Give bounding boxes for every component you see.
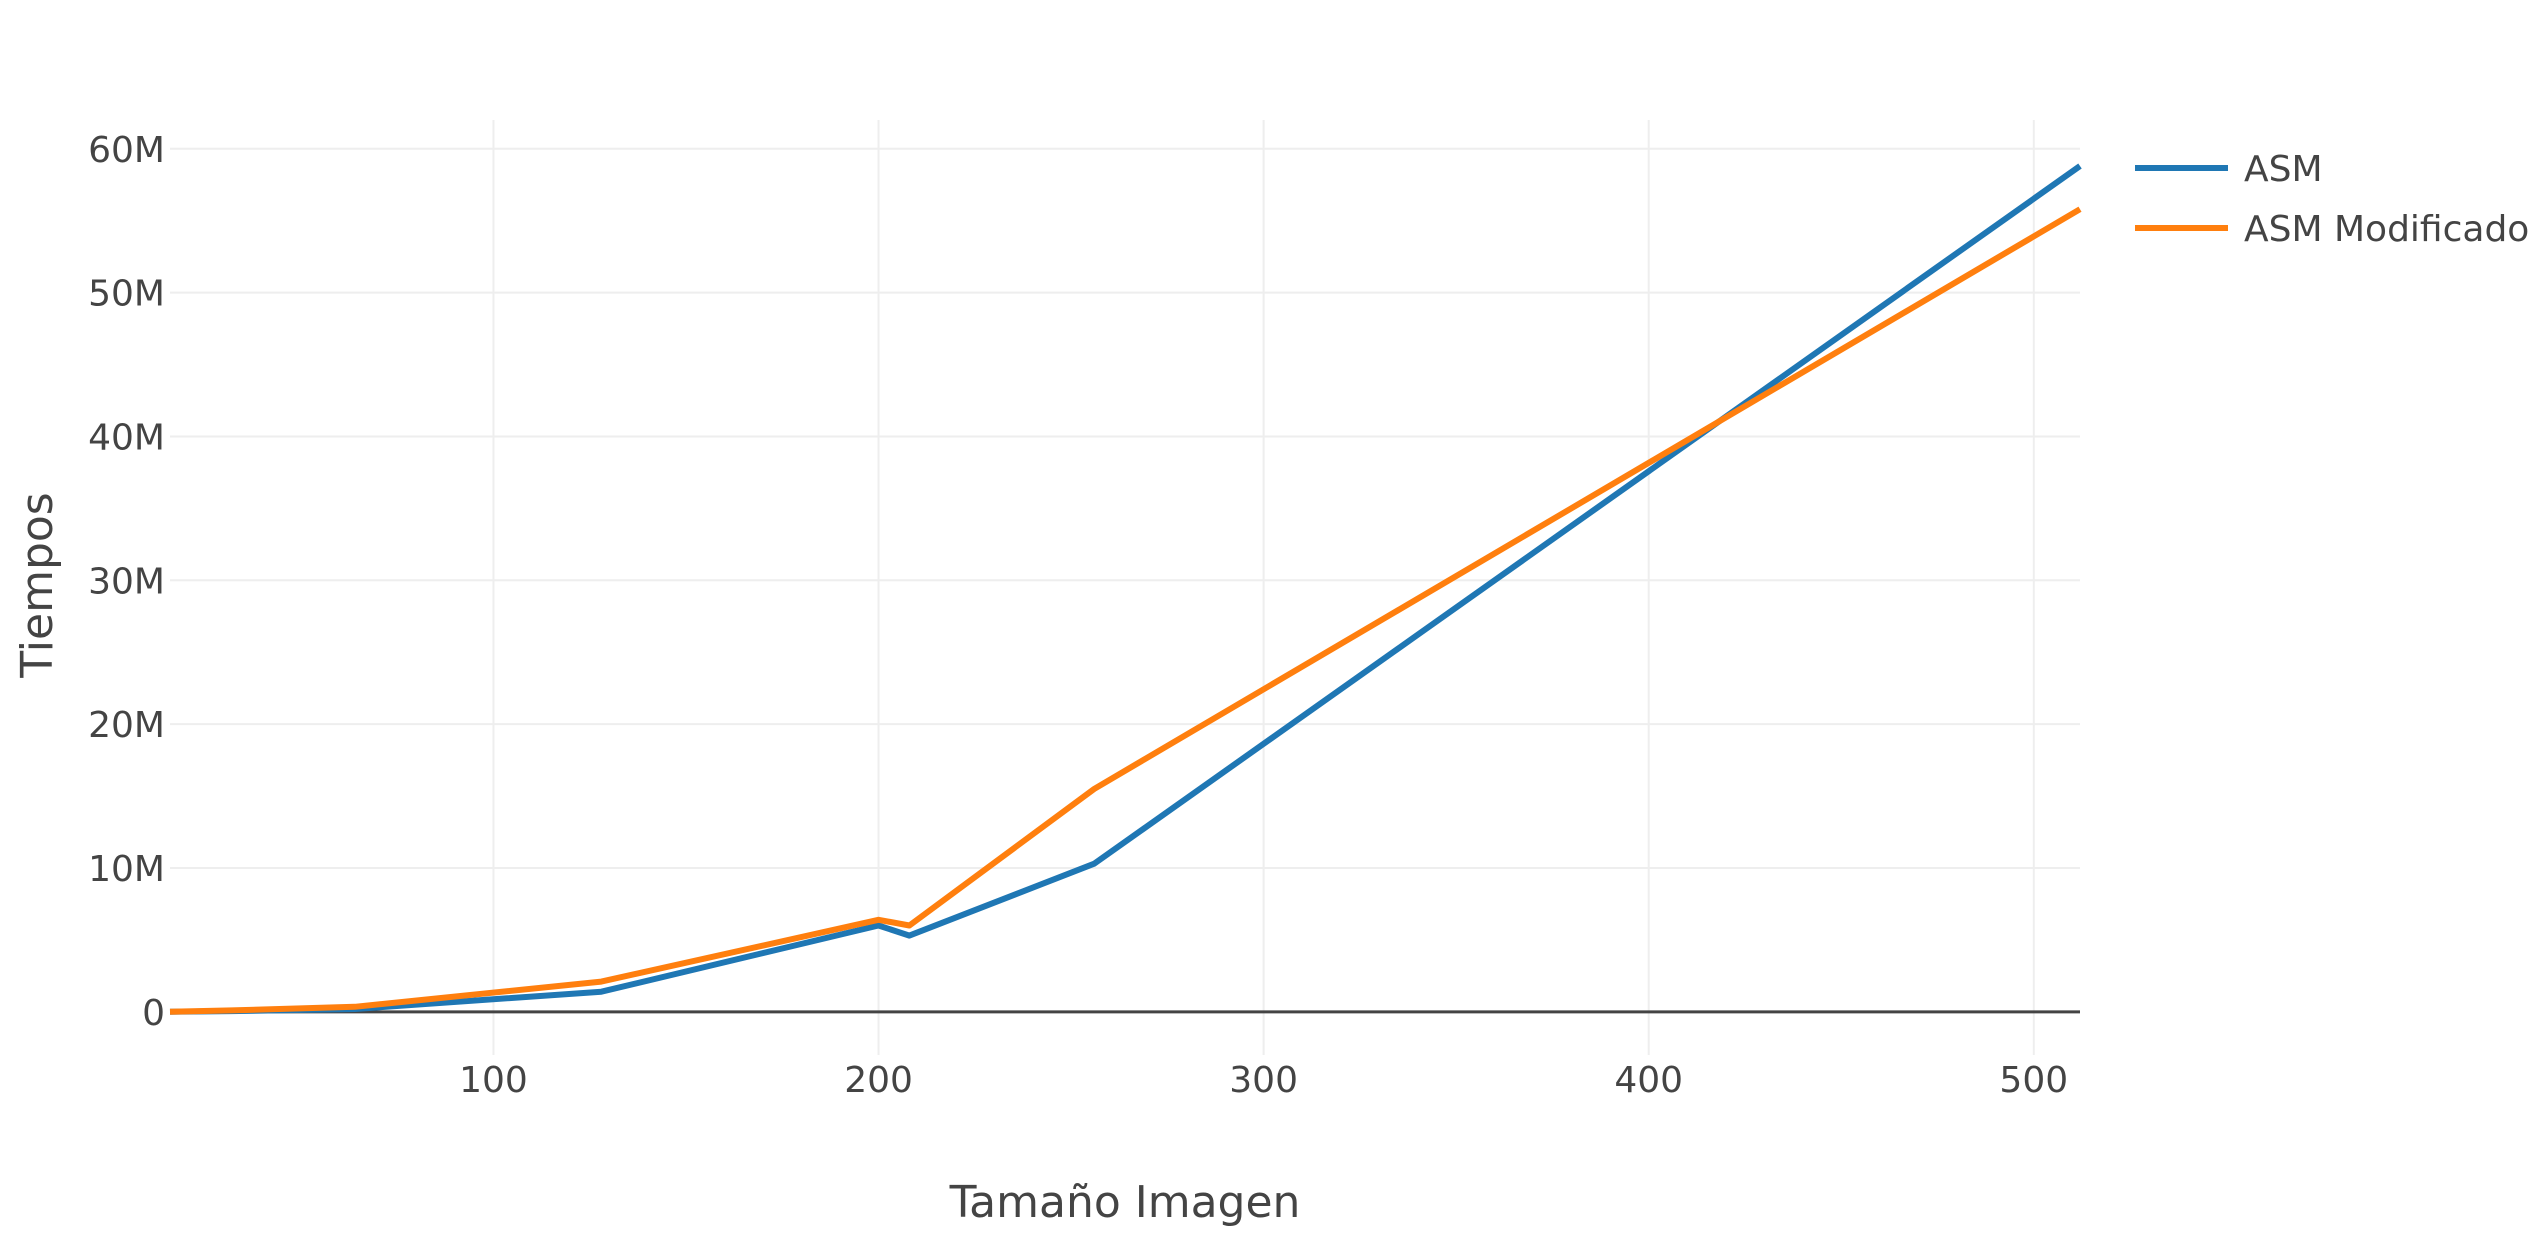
- grid: [170, 120, 2080, 1055]
- y-tick-label: 40M: [88, 417, 165, 458]
- x-tick-label: 500: [1999, 1060, 2068, 1101]
- x-axis-ticks: 100 200 300 400 500: [459, 1060, 2068, 1101]
- legend-label: ASM Modificado: [2244, 209, 2529, 250]
- y-tick-label: 20M: [88, 705, 165, 746]
- y-tick-label: 50M: [88, 274, 165, 315]
- y-axis-ticks: 0 10M 20M 30M 40M 50M 60M: [88, 130, 165, 1034]
- y-tick-label: 60M: [88, 130, 165, 171]
- legend-item[interactable]: ASM Modificado: [2135, 209, 2529, 250]
- legend-item[interactable]: ASM: [2135, 149, 2323, 190]
- legend-label: ASM: [2244, 149, 2323, 190]
- x-tick-label: 200: [844, 1060, 913, 1101]
- series-line-2: [169, 206, 2082, 1015]
- x-tick-label: 400: [1614, 1060, 1683, 1101]
- y-tick-label: 30M: [88, 561, 165, 602]
- series-group: [169, 163, 2082, 1015]
- y-tick-label: 10M: [88, 849, 165, 890]
- y-axis-title: Tiempos: [12, 492, 63, 678]
- legend[interactable]: ASM ASM Modificado: [2135, 149, 2529, 250]
- y-tick-label: 0: [142, 993, 165, 1034]
- x-tick-label: 300: [1229, 1060, 1298, 1101]
- x-axis-title: Tamaño Imagen: [949, 1177, 1301, 1228]
- x-tick-label: 100: [459, 1060, 528, 1101]
